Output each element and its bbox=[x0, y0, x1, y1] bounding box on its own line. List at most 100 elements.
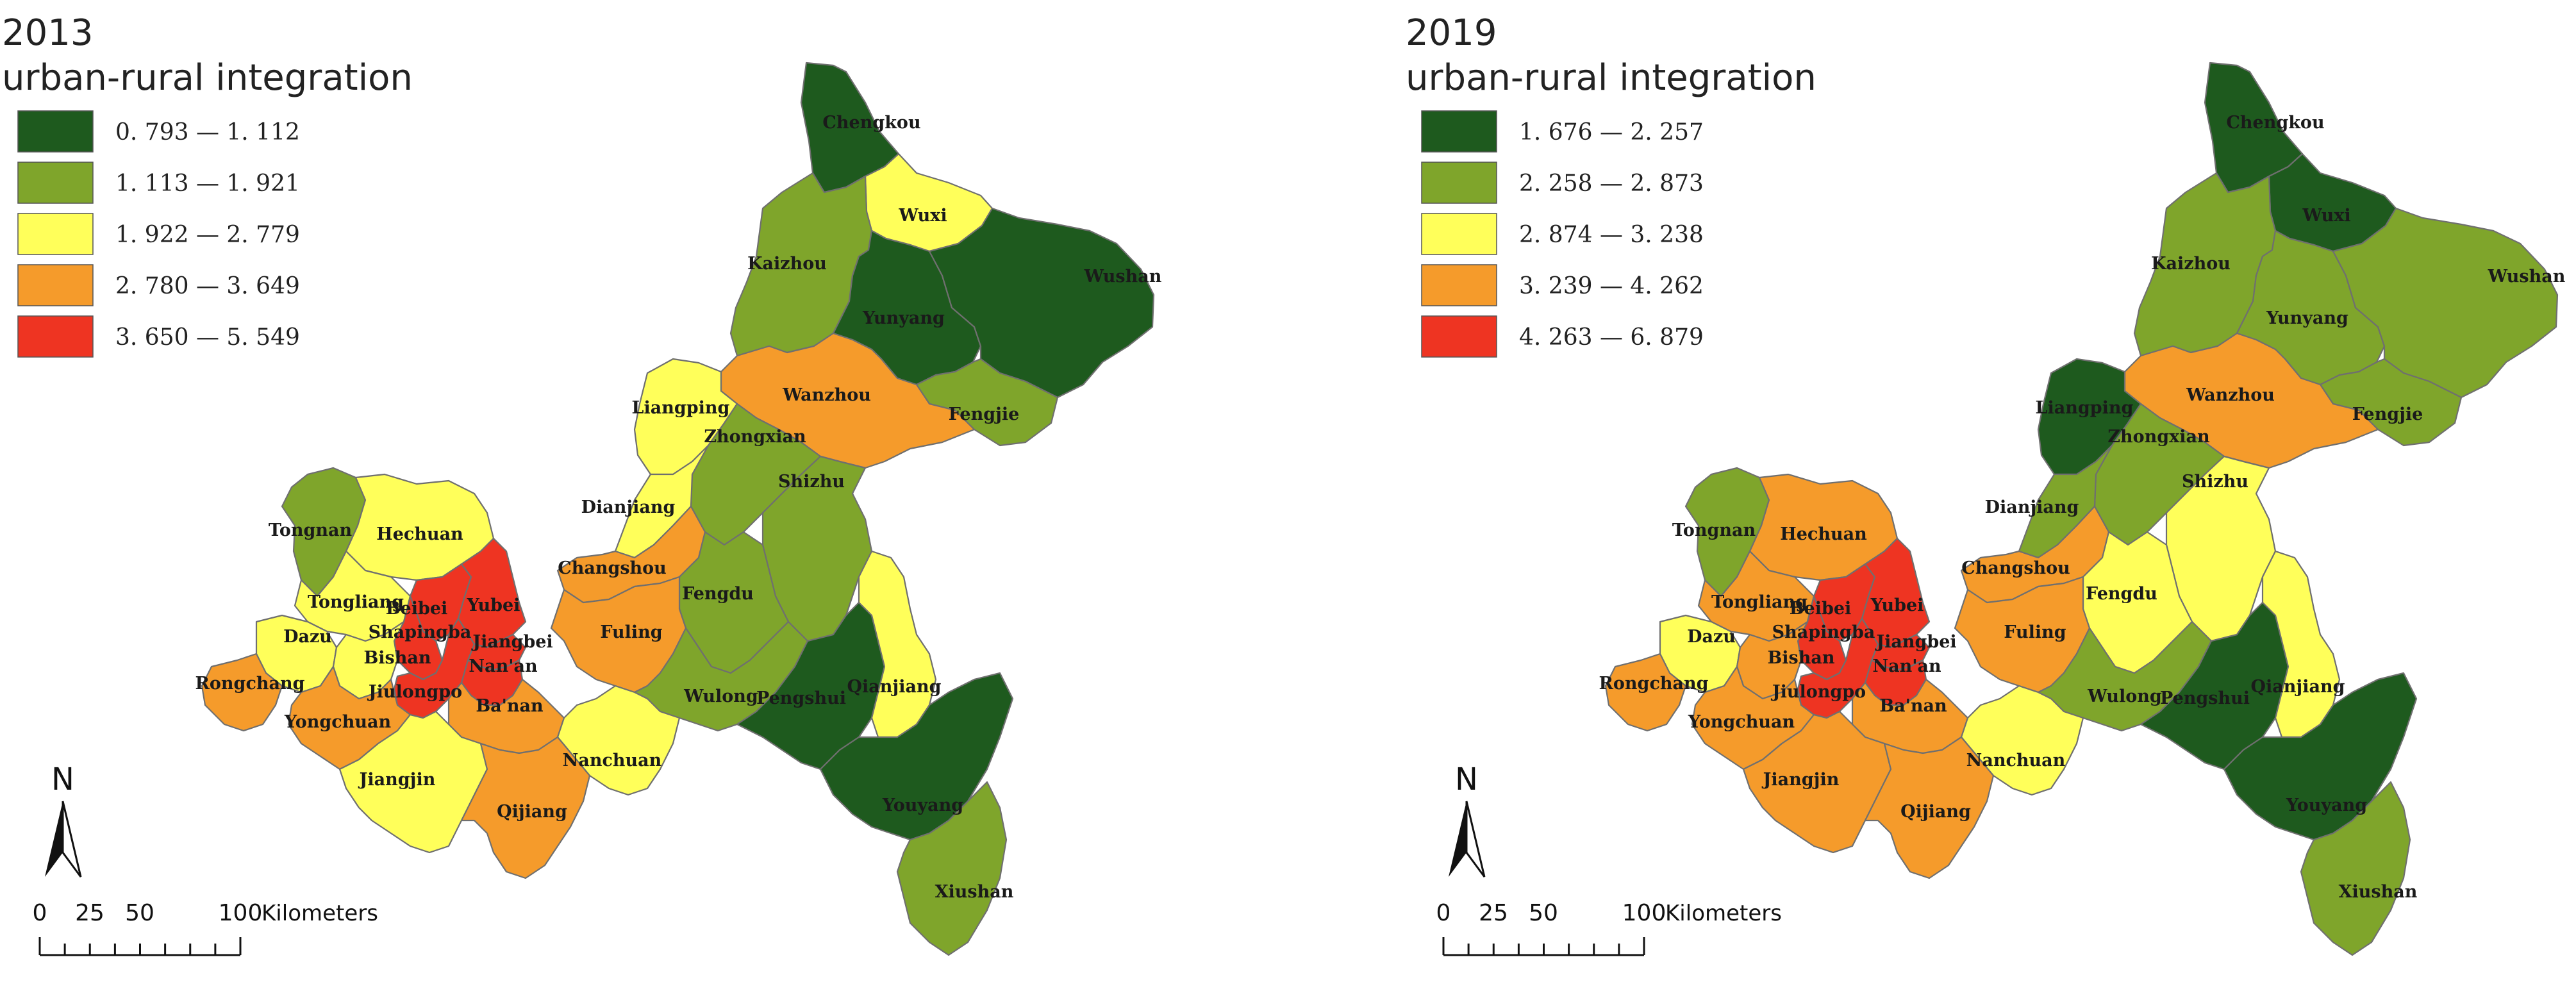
district-youyang bbox=[819, 672, 1014, 841]
district-label-liangping: Liangping bbox=[632, 398, 730, 418]
district-label-shizhu: Shizhu bbox=[2182, 472, 2248, 492]
district-label-jiangbei: Jiangbei bbox=[471, 632, 553, 652]
district-wushan bbox=[2332, 207, 2559, 399]
district-label-fengjie: Fengjie bbox=[2352, 404, 2423, 424]
district-label-nanan: Nan'an bbox=[1872, 656, 1941, 676]
district-label-yubei: Yubei bbox=[467, 595, 520, 615]
district-label-jiangjin: Jiangjin bbox=[1762, 770, 1840, 790]
district-youyang bbox=[2223, 672, 2418, 841]
district-label-dianjiang: Dianjiang bbox=[1985, 497, 2079, 517]
district-label-hechuan: Hechuan bbox=[376, 524, 463, 544]
district-label-jiangjin: Jiangjin bbox=[358, 770, 436, 790]
district-label-wulong: Wulong bbox=[683, 687, 758, 706]
district-xiushan bbox=[2300, 781, 2411, 956]
district-label-dazu: Dazu bbox=[1687, 627, 1736, 647]
north-arrow-right-half bbox=[1465, 801, 1486, 878]
district-wushan bbox=[928, 207, 1155, 399]
district-label-kaizhou: Kaizhou bbox=[2151, 254, 2231, 274]
choropleth-map bbox=[1604, 62, 2559, 956]
district-label-qianjiang: Qianjiang bbox=[847, 677, 942, 697]
district-label-jiulongpo: Jiulongpo bbox=[367, 682, 462, 702]
district-labels: Chengkou Wuxi Kaizhou Yunyang Wushan Fengjie W… bbox=[1599, 113, 2565, 902]
district-label-qianjiang: Qianjiang bbox=[2251, 677, 2345, 697]
district-label-xiushan: Xiushan bbox=[2339, 882, 2418, 902]
district-label-youyang: Youyang bbox=[882, 795, 963, 815]
district-label-kaizhou: Kaizhou bbox=[747, 254, 827, 274]
district-label-wanzhou: Wanzhou bbox=[782, 385, 871, 405]
legend-swatch bbox=[1421, 315, 1497, 358]
north-arrow-right-half bbox=[62, 801, 82, 878]
legend-swatch bbox=[17, 213, 94, 255]
district-label-fengjie: Fengjie bbox=[949, 404, 1020, 424]
legend-swatch bbox=[1421, 162, 1497, 204]
district-label-youyang: Youyang bbox=[2286, 795, 2367, 815]
scale-tick-label: 25 bbox=[75, 900, 104, 926]
district-label-rongchang: Rongchang bbox=[195, 674, 304, 694]
choropleth-map bbox=[201, 62, 1155, 956]
legend-label: 2. 780 — 3. 649 bbox=[115, 273, 300, 299]
district-label-bishan: Bishan bbox=[1767, 648, 1834, 668]
district-label-dianjiang: Dianjiang bbox=[581, 497, 676, 517]
district-rongchang bbox=[1604, 653, 1687, 732]
district-label-chengkou: Chengkou bbox=[822, 113, 920, 133]
district-label-pengshui: Pengshui bbox=[2160, 688, 2250, 708]
district-label-nanchuan: Nanchuan bbox=[563, 751, 662, 770]
district-label-qijiang: Qijiang bbox=[1900, 802, 1971, 822]
legend-swatch bbox=[17, 315, 94, 358]
legend-label: 1. 113 — 1. 921 bbox=[115, 171, 300, 197]
north-arrow-left-half bbox=[45, 801, 63, 877]
district-label-hechuan: Hechuan bbox=[1780, 524, 1867, 544]
district-qijiang bbox=[460, 736, 591, 879]
district-label-dazu: Dazu bbox=[283, 627, 332, 647]
district-label-fuling: Fuling bbox=[2004, 622, 2066, 642]
legend-label: 2. 258 — 2. 873 bbox=[1519, 171, 1704, 197]
scale-tick-label: 100 bbox=[219, 900, 263, 926]
district-label-xiushan: Xiushan bbox=[935, 882, 1014, 902]
district-label-nanchuan: Nanchuan bbox=[1966, 751, 2066, 770]
district-label-wuxi: Wuxi bbox=[898, 206, 947, 226]
district-label-liangping: Liangping bbox=[2036, 398, 2134, 418]
district-label-yunyang: Yunyang bbox=[2266, 308, 2348, 328]
map-year-title: 2019 bbox=[1406, 12, 1497, 54]
legend-swatch bbox=[1421, 264, 1497, 306]
district-label-rongchang: Rongchang bbox=[1599, 674, 1708, 694]
district-label-tongliang: Tongliang bbox=[1711, 592, 1807, 612]
legend-swatch bbox=[1421, 213, 1497, 255]
district-label-wuxi: Wuxi bbox=[2302, 206, 2350, 226]
scale-tick-label: 100 bbox=[1622, 900, 1666, 926]
district-label-tongnan: Tongnan bbox=[1672, 520, 1756, 540]
map-year-title: 2013 bbox=[2, 12, 94, 54]
north-label: N bbox=[51, 761, 74, 797]
district-label-qijiang: Qijiang bbox=[497, 802, 567, 822]
legend-swatch bbox=[17, 110, 94, 153]
district-label-zhongxian: Zhongxian bbox=[704, 427, 806, 447]
district-label-beibei: Beibei bbox=[386, 599, 448, 619]
district-label-wanzhou: Wanzhou bbox=[2186, 385, 2275, 405]
district-label-wushan: Wushan bbox=[2488, 267, 2566, 287]
legend: 0. 793 — 1. 112 1. 113 — 1. 921 1. 922 — 2… bbox=[17, 110, 300, 358]
scale-tick-label: 0 bbox=[33, 900, 47, 926]
district-label-nanan: Nan'an bbox=[469, 656, 538, 676]
district-label-fengdu: Fengdu bbox=[2086, 584, 2157, 604]
legend-label: 1. 922 — 2. 779 bbox=[115, 222, 300, 248]
scale-tick-label: 50 bbox=[1529, 900, 1558, 926]
district-xiushan bbox=[896, 781, 1008, 956]
district-label-jiulongpo: Jiulongpo bbox=[1771, 682, 1866, 702]
legend-label: 0. 793 — 1. 112 bbox=[115, 119, 300, 146]
scale-tick-label: 25 bbox=[1479, 900, 1508, 926]
district-label-tongnan: Tongnan bbox=[269, 520, 353, 540]
district-label-chengkou: Chengkou bbox=[2226, 113, 2324, 133]
legend-swatch bbox=[17, 162, 94, 204]
legend-swatch bbox=[17, 264, 94, 306]
district-label-yongchuan: Yongchuan bbox=[1688, 712, 1795, 732]
district-label-yunyang: Yunyang bbox=[862, 308, 945, 328]
scale-unit-label: Kilometers bbox=[1665, 901, 1782, 926]
district-qijiang bbox=[1864, 736, 1995, 879]
district-label-wushan: Wushan bbox=[1084, 267, 1162, 287]
north-arrow-icon: N bbox=[1449, 761, 1486, 878]
